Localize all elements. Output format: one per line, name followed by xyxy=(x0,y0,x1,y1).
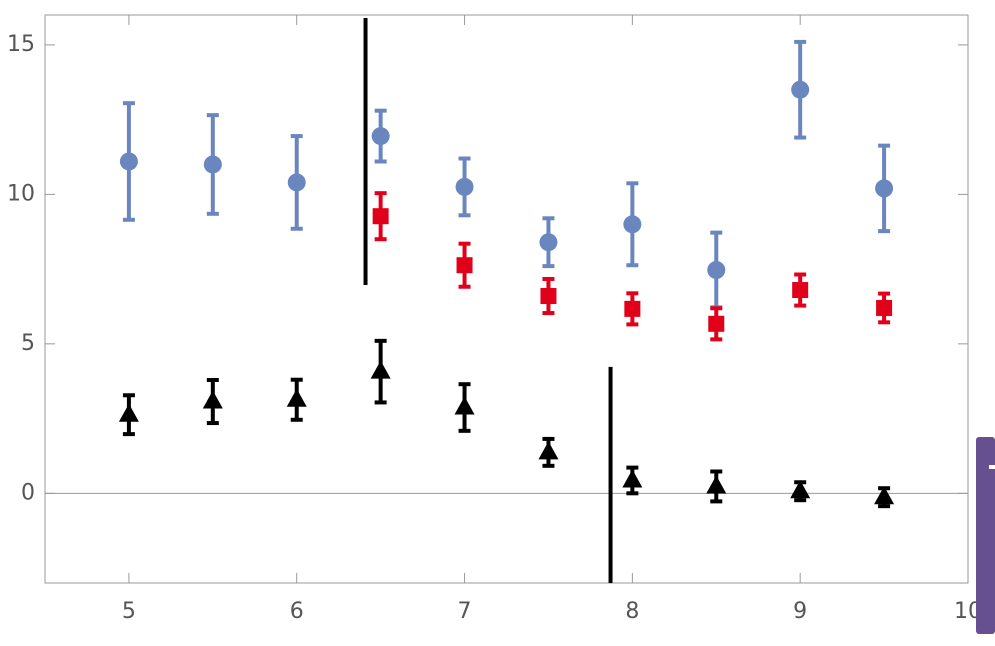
point xyxy=(372,208,389,225)
point xyxy=(623,215,642,234)
point xyxy=(455,177,474,196)
point xyxy=(287,173,306,192)
point xyxy=(540,288,557,305)
x-tick-label: 8 xyxy=(625,599,639,624)
side-panel-glyph xyxy=(989,465,995,469)
point xyxy=(539,233,558,252)
x-tick-label: 7 xyxy=(458,599,472,624)
point xyxy=(875,179,894,198)
point xyxy=(538,441,559,460)
point xyxy=(624,300,641,317)
point xyxy=(792,282,809,299)
point xyxy=(370,360,391,379)
point xyxy=(286,388,307,407)
point xyxy=(456,257,473,274)
point xyxy=(454,396,475,415)
point xyxy=(708,315,725,332)
point xyxy=(622,469,643,488)
x-tick-label: 5 xyxy=(122,599,136,624)
y-tick-label: 10 xyxy=(7,181,35,206)
point xyxy=(203,155,222,174)
point xyxy=(119,152,138,171)
point xyxy=(202,390,223,409)
x-tick-label: 9 xyxy=(793,599,807,624)
plot-frame xyxy=(44,14,969,584)
y-tick-label: 15 xyxy=(7,32,35,57)
point xyxy=(876,299,893,316)
point xyxy=(874,486,895,505)
y-tick-label: 5 xyxy=(21,331,35,356)
point xyxy=(118,403,139,422)
side-panel xyxy=(976,437,995,634)
point xyxy=(790,480,811,499)
point xyxy=(371,127,390,146)
x-tick-label: 6 xyxy=(290,599,304,624)
point xyxy=(707,261,726,280)
point xyxy=(706,475,727,494)
point xyxy=(791,80,810,99)
y-tick-label: 0 xyxy=(21,480,35,505)
